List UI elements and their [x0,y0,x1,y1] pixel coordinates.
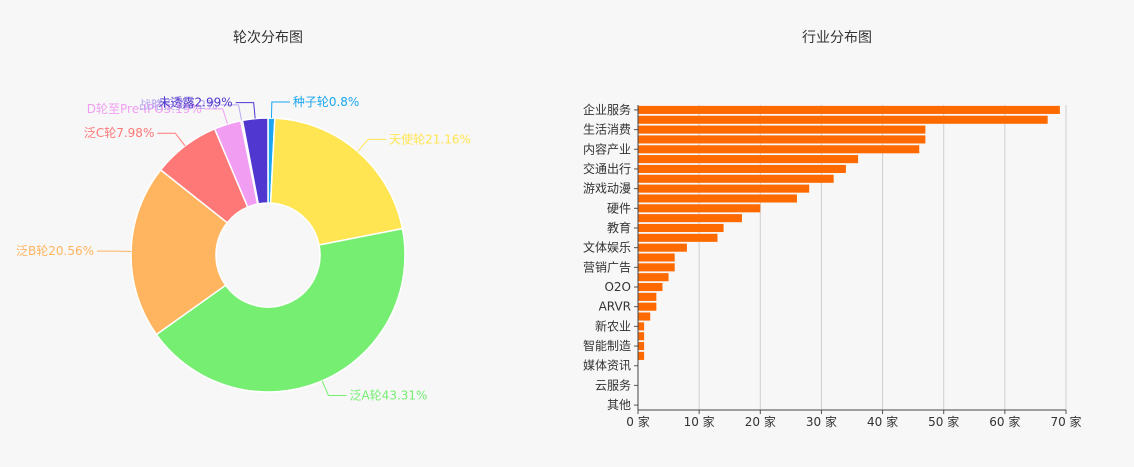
bar-25[interactable] [638,351,645,360]
bar-23[interactable] [638,332,645,341]
pie-slice-2[interactable] [155,227,406,393]
pie-leader-line-2 [321,380,347,397]
x-tick-label-4: 40 家 [867,414,898,429]
y-tick-label-0: 企业服务 [583,102,631,117]
y-tick-label-4: 内容产业 [583,141,631,156]
bar-22[interactable] [638,322,645,331]
bar-19[interactable] [638,292,657,301]
pie-slice-1[interactable] [269,117,404,246]
bar-21[interactable] [638,312,651,321]
pie-chart-title: 轮次分布图 [233,30,303,46]
bar-15[interactable] [638,253,675,262]
bar-1[interactable] [638,115,1048,124]
y-tick-label-28: 云服务 [595,377,631,392]
pie-label-1: 天使轮21.16% [389,131,471,146]
pie-leader-line-4 [157,132,186,147]
pie-leader-line-5 [204,108,228,125]
y-tick-label-20: ARVR [599,300,631,314]
bar-5[interactable] [638,155,859,164]
pie-slice-7[interactable] [241,117,269,205]
x-tick-label-3: 30 家 [806,414,837,429]
y-tick-label-16: 营销广告 [583,260,631,274]
bar-6[interactable] [638,164,846,173]
bar-18[interactable] [638,282,663,292]
pie-chart: 种子轮0.8% 天使轮21.16% 泛A轮43.31% 泛B轮20.56% 泛C轮7.9… [16,95,471,402]
bar-12[interactable] [638,223,724,233]
bar-chart-title: 行业分布图 [802,30,872,46]
bar-24[interactable] [638,342,645,351]
bar-9[interactable] [638,194,797,203]
x-tick-label-6: 60 家 [989,414,1020,429]
bar-14[interactable] [638,243,687,252]
y-tick-label-24: 智能制造 [583,338,631,353]
y-tick-label-6: 交通出行 [583,161,631,176]
x-tick-label-7: 70 家 [1050,414,1081,429]
pie-leader-line-6 [220,104,243,121]
pie-leader-line-7 [235,102,256,119]
bar-17[interactable] [638,273,669,282]
bar-10[interactable] [638,204,761,213]
y-tick-label-18: O2O [604,280,631,294]
bar-4[interactable] [638,145,920,154]
y-tick-label-26: 媒体资讯 [583,359,631,373]
bar-11[interactable] [638,214,742,223]
bar-20[interactable] [638,302,657,311]
y-tick-label-12: 教育 [607,220,631,235]
x-tick-label-5: 50 家 [928,414,959,429]
x-tick-label-2: 20 家 [745,414,776,429]
y-tick-label-22: 新农业 [595,318,631,333]
bar-13[interactable] [638,233,718,242]
bar-16[interactable] [638,263,675,272]
y-tick-label-8: 游戏动漫 [583,182,631,196]
pie-slice-3[interactable] [130,168,229,336]
y-tick-label-30: 其他 [607,398,631,412]
pie-label-7: 未透露2.99% [159,96,233,110]
x-tick-label-1: 10 家 [684,414,715,429]
pie-label-0: 种子轮0.8% [293,95,360,109]
bar-2[interactable] [638,125,926,134]
bar-8[interactable] [638,184,810,193]
bar-7[interactable] [638,174,834,183]
pie-label-5: D轮至Pre-IPO3.19% [87,102,202,116]
bar-3[interactable] [638,135,926,144]
y-tick-label-2: 生活消费 [583,123,631,137]
y-tick-label-10: 硬件 [607,201,631,215]
x-tick-label-0: 0 家 [626,414,649,429]
y-tick-label-14: 文体娱乐 [583,240,631,255]
pie-label-6: 战略投资0.2% [139,97,218,112]
pie-label-3: 泛B轮20.56% [16,244,94,258]
pie-label-4: 泛C轮7.98% [84,126,155,140]
bar-0[interactable] [638,105,1060,114]
pie-leader-line-0 [270,101,290,119]
pie-leader-line-1 [357,138,387,152]
pie-label-2: 泛A轮43.31% [349,389,427,403]
bar-chart: 0 家 10 家 20 家 30 家 40 家 50 家 60 家 70 家 企业服务生活消费内… [583,102,1082,429]
